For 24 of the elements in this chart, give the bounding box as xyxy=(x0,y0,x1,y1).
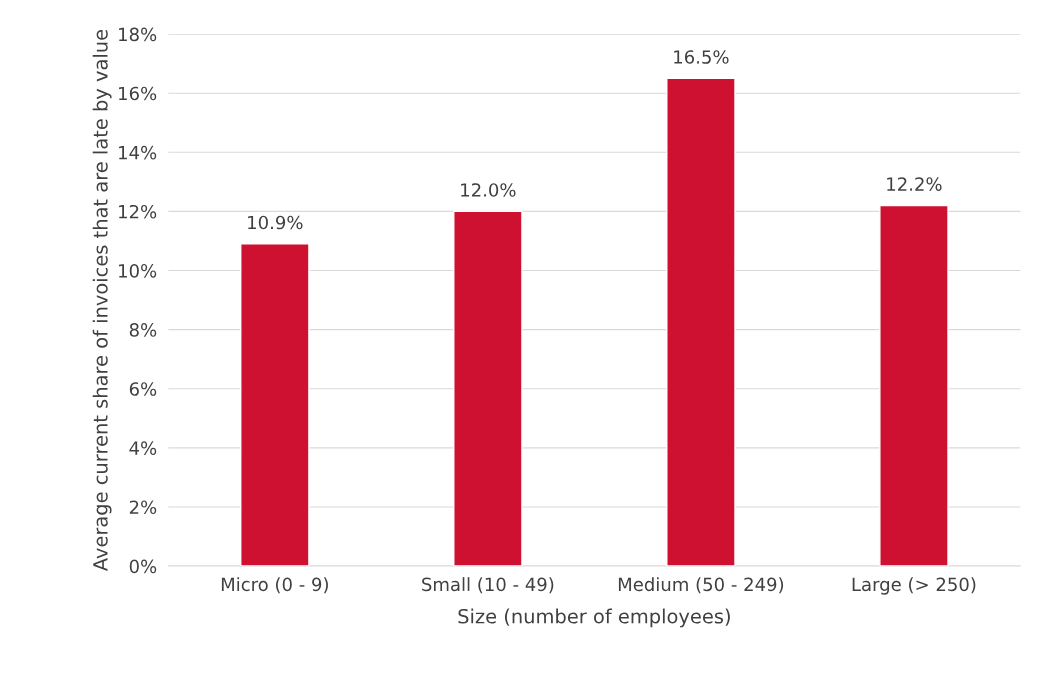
x-axis-title: Size (number of employees) xyxy=(458,608,730,628)
bar xyxy=(453,210,523,567)
bar xyxy=(240,243,310,567)
data-label: 16.5% xyxy=(674,50,729,64)
y-axis-title: Average current share of invoices that are late by value xyxy=(92,29,112,572)
data-label: 12.0% xyxy=(461,183,516,197)
bar xyxy=(666,77,736,567)
y-tick-label: 18% xyxy=(119,27,157,42)
y-tick-label: 2% xyxy=(129,500,157,515)
x-tick-label: Large (> 250) xyxy=(852,577,976,595)
y-tick-label: 4% xyxy=(129,441,157,455)
y-tick-label: 14% xyxy=(119,145,157,160)
data-label: 10.9% xyxy=(248,215,303,230)
y-tick-label: 12% xyxy=(119,204,157,219)
y-tick-label: 0% xyxy=(129,559,157,574)
x-tick-label: Medium (50 - 249) xyxy=(618,577,784,594)
x-tick-label: Small (10 - 49) xyxy=(422,577,554,594)
bar xyxy=(879,204,949,567)
y-tick-label: 8% xyxy=(129,323,157,337)
y-tick-label: 6% xyxy=(129,382,157,396)
y-tick-label: 16% xyxy=(119,86,157,101)
data-label: 12.2% xyxy=(887,177,942,191)
x-tick-label: Micro (0 - 9) xyxy=(221,577,328,594)
y-tick-label: 10% xyxy=(119,263,157,278)
